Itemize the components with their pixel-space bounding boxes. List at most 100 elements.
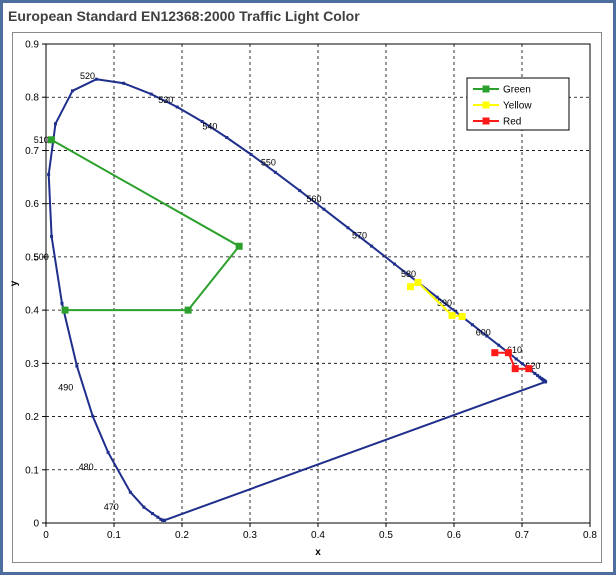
locus-point (175, 105, 179, 109)
yellow-series-line (410, 281, 463, 318)
locus-point (53, 122, 57, 126)
locus-point (538, 375, 542, 379)
locus-point (273, 170, 277, 174)
wavelength-label: 540 (202, 121, 217, 131)
locus-point (536, 374, 540, 378)
wavelength-label: 560 (306, 194, 321, 204)
wavelength-label: 610 (507, 345, 522, 355)
red-data-point (504, 349, 512, 357)
wavelength-label: 470 (104, 502, 119, 512)
yellow-data-point (414, 278, 422, 286)
locus-point (514, 357, 518, 361)
locus-point (370, 244, 374, 248)
y-tick-label: 0.8 (25, 93, 39, 104)
green-series-line (50, 138, 241, 312)
legend-red-label: Red (503, 117, 521, 128)
x-tick-label: 0 (43, 530, 49, 541)
yellow-data-point (448, 311, 456, 319)
red-series-line (494, 351, 529, 370)
y-axis-label: y (9, 280, 20, 286)
locus-point (70, 89, 74, 93)
y-tick-label: 0.9 (25, 40, 39, 51)
locus-point (122, 81, 126, 85)
green-data-point (184, 306, 192, 314)
locus-point (485, 334, 489, 338)
x-tick-label: 0.3 (243, 530, 257, 541)
series-layer (47, 136, 533, 373)
locus-point (249, 153, 253, 157)
legend-green-label: Green (503, 85, 531, 96)
y-tick-label: 0.6 (25, 199, 39, 210)
legend: Green Yellow Red (466, 77, 570, 131)
y-tick-label: 0.3 (25, 359, 39, 370)
locus-point (454, 310, 458, 314)
red-data-point (511, 365, 519, 373)
x-tick-label: 0.8 (583, 530, 597, 541)
locus-point (149, 92, 153, 96)
wavelength-label: 580 (401, 269, 416, 279)
wavelength-label: 490 (58, 382, 73, 392)
wavelength-label: 510 (34, 135, 49, 145)
locus-point (106, 450, 110, 454)
locus-point (128, 490, 132, 494)
locus-point (435, 295, 439, 299)
y-tick-label: 0 (33, 519, 39, 530)
locus-point (200, 120, 204, 124)
wavelength-label: 530 (158, 95, 173, 105)
x-tick-label: 0.7 (515, 530, 529, 541)
locus-point (298, 189, 302, 193)
locus-point (75, 364, 79, 368)
locus-point (322, 207, 326, 211)
locus-point (497, 343, 501, 347)
wavelength-label: 570 (352, 231, 367, 241)
locus-point (60, 301, 64, 305)
x-tick-label: 0.1 (107, 530, 121, 541)
locus-point (533, 371, 537, 375)
green-data-point (61, 306, 69, 314)
locus-point (544, 380, 548, 384)
wavelength-label: 550 (261, 158, 276, 168)
locus-point (159, 517, 163, 521)
locus-point (50, 234, 54, 238)
chart-title: European Standard EN12368:2000 Traffic L… (8, 8, 360, 24)
x-tick-label: 0.4 (311, 530, 325, 541)
locus-point (142, 505, 146, 509)
y-tick-label: 0.4 (25, 306, 39, 317)
y-tick-label: 0.5 (25, 252, 39, 263)
axes: 0 0.1 0.2 0.3 0.4 0.5 0.6 0.7 0.8 0 0.1 0.2 0.3 0.4 0.… (9, 40, 597, 559)
locus-point (346, 226, 350, 230)
x-tick-label: 0.2 (175, 530, 189, 541)
legend-yellow-label: Yellow (503, 101, 532, 112)
locus-point (162, 518, 166, 522)
locus-point (393, 262, 396, 266)
wavelength-label: 480 (79, 462, 94, 472)
x-axis-label: x (315, 547, 321, 558)
y-tick-label: 0.1 (25, 465, 39, 476)
yellow-data-point (458, 312, 466, 320)
wavelength-label: 600 (476, 327, 491, 337)
legend-red-marker (482, 117, 490, 125)
legend-yellow-marker (482, 101, 490, 109)
green-data-point (235, 242, 243, 250)
yellow-data-point (406, 283, 414, 291)
wavelength-label: 590 (437, 298, 452, 308)
locus-point (150, 512, 154, 516)
locus-point (520, 362, 524, 366)
x-tick-label: 0.5 (379, 530, 393, 541)
y-tick-label: 0.7 (25, 146, 39, 157)
wavelength-label: 520 (80, 71, 95, 81)
red-data-point (491, 349, 499, 357)
locus-point (91, 414, 95, 418)
x-tick-label: 0.6 (447, 530, 461, 541)
spectral-locus: 470 480 490 500 510 520 530 540 550 560 570 580 590 6… (34, 71, 548, 522)
red-data-point (525, 365, 533, 373)
wavelength-label: 620 (525, 361, 540, 371)
locus-point (470, 323, 474, 327)
locus-point (161, 518, 165, 522)
locus-point (156, 515, 160, 519)
wavelength-label: 500 (34, 252, 49, 262)
y-tick-label: 0.2 (25, 412, 39, 423)
locus-point (225, 136, 229, 140)
green-data-point (47, 136, 55, 144)
